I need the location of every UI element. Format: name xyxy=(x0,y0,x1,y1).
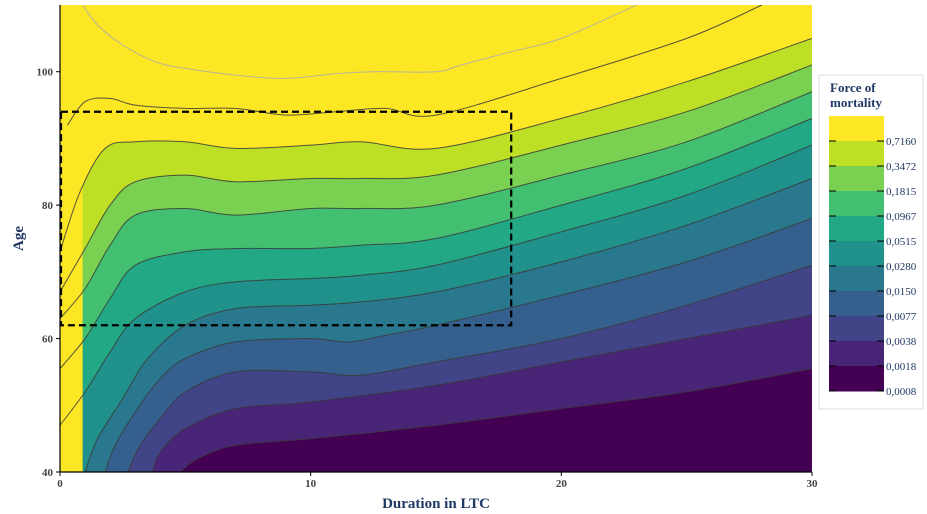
legend-label-6: 0,0150 xyxy=(886,286,917,298)
legend-label-0: 0,7160 xyxy=(886,136,917,148)
legend-label-2: 0,1815 xyxy=(886,186,917,198)
legend-swatch-10 xyxy=(829,366,884,392)
band-11 xyxy=(60,5,762,472)
legend-swatch-2 xyxy=(829,166,884,192)
contour-bands xyxy=(60,5,812,472)
legend-swatch-3 xyxy=(829,191,884,217)
legend-label-9: 0,0018 xyxy=(886,361,917,373)
contour-line-2 xyxy=(127,264,812,472)
contour-line-9 xyxy=(60,37,812,252)
legend-swatch-1 xyxy=(829,141,884,167)
legend-color-bar xyxy=(829,116,884,392)
legend: Force of mortality 0,7160 0,3472 0,1815 0,0… xyxy=(818,74,924,410)
contour-line-3 xyxy=(104,218,812,472)
y-axis-title: Age xyxy=(11,226,27,251)
y-tick-label-40: 40 xyxy=(42,467,54,479)
contour-line-7 xyxy=(60,91,812,319)
legend-title-line-1: Force of xyxy=(830,80,876,95)
contour-line-10 xyxy=(67,5,763,126)
legend-swatch-5 xyxy=(829,241,884,267)
legend-label-5: 0,0280 xyxy=(886,261,917,273)
legend-label-7: 0,0077 xyxy=(886,311,917,323)
legend-swatch-7 xyxy=(829,291,884,317)
highlight-region-box xyxy=(59,110,513,327)
legend-swatch-4 xyxy=(829,216,884,242)
x-tick-label-10: 10 xyxy=(305,478,317,490)
legend-label-1: 0,3472 xyxy=(886,161,916,173)
legend-ticks: 0,7160 0,3472 0,1815 0,0967 0,0515 0,0280 0,01… xyxy=(829,136,917,398)
x-tick-label-0: 0 xyxy=(57,478,63,490)
contour-line-4 xyxy=(84,178,812,472)
contour-line-6 xyxy=(60,117,812,369)
y-tick-label-80: 80 xyxy=(42,200,54,212)
contour-line-5 xyxy=(60,144,812,426)
contour-line-8 xyxy=(60,64,812,293)
legend-label-10: 0,0008 xyxy=(886,386,917,398)
legend-title-line-2: mortality xyxy=(830,95,882,110)
contour-line-1 xyxy=(152,314,812,472)
legend-swatch-9 xyxy=(829,341,884,367)
legend-swatch-0 xyxy=(829,116,884,142)
contour-lines xyxy=(60,5,812,472)
contour-line-0 xyxy=(179,368,812,472)
x-axis-title: Duration in LTC xyxy=(382,496,490,512)
x-tick-label-20: 20 xyxy=(556,478,568,490)
legend-swatch-8 xyxy=(829,316,884,342)
axes: 0 10 20 30 40 60 80 100 xyxy=(37,5,819,490)
contour-line-11 xyxy=(82,5,637,79)
legend-swatch-6 xyxy=(829,266,884,292)
x-tick-label-30: 30 xyxy=(807,478,819,490)
legend-label-8: 0,0038 xyxy=(886,336,917,348)
legend-label-4: 0,0515 xyxy=(886,236,917,248)
y-tick-label-60: 60 xyxy=(42,334,54,346)
y-tick-label-100: 100 xyxy=(37,67,54,79)
legend-label-3: 0,0967 xyxy=(886,211,917,223)
